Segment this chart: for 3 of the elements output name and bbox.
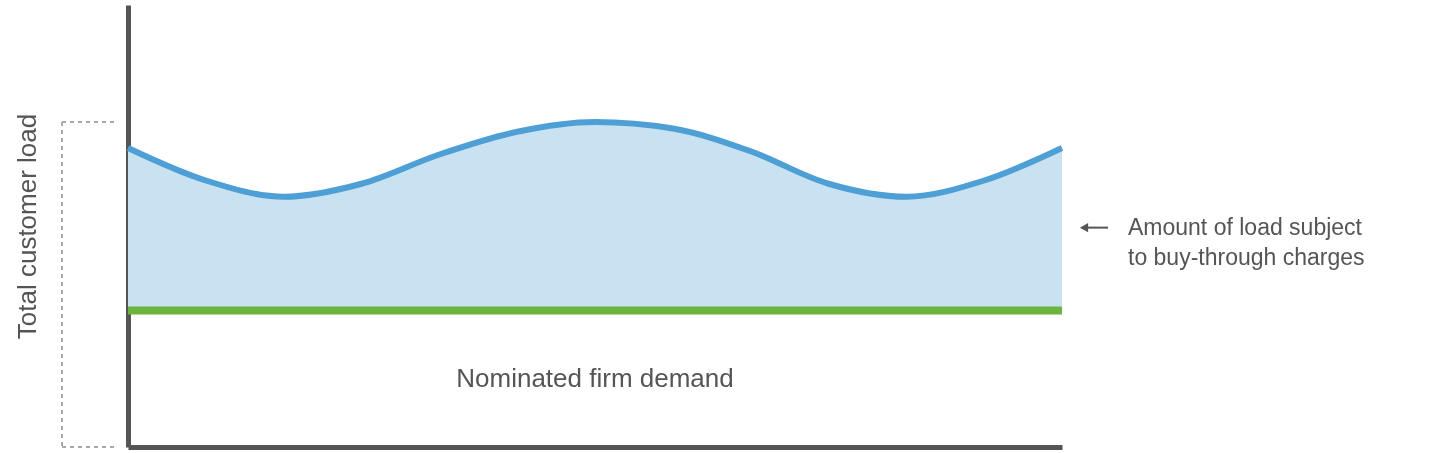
annotation: Nominated firm demand <box>456 362 734 393</box>
y-axis-title: Total customer load <box>11 113 42 340</box>
text: Amount of load subject to buy-through charges <box>1128 213 1365 270</box>
